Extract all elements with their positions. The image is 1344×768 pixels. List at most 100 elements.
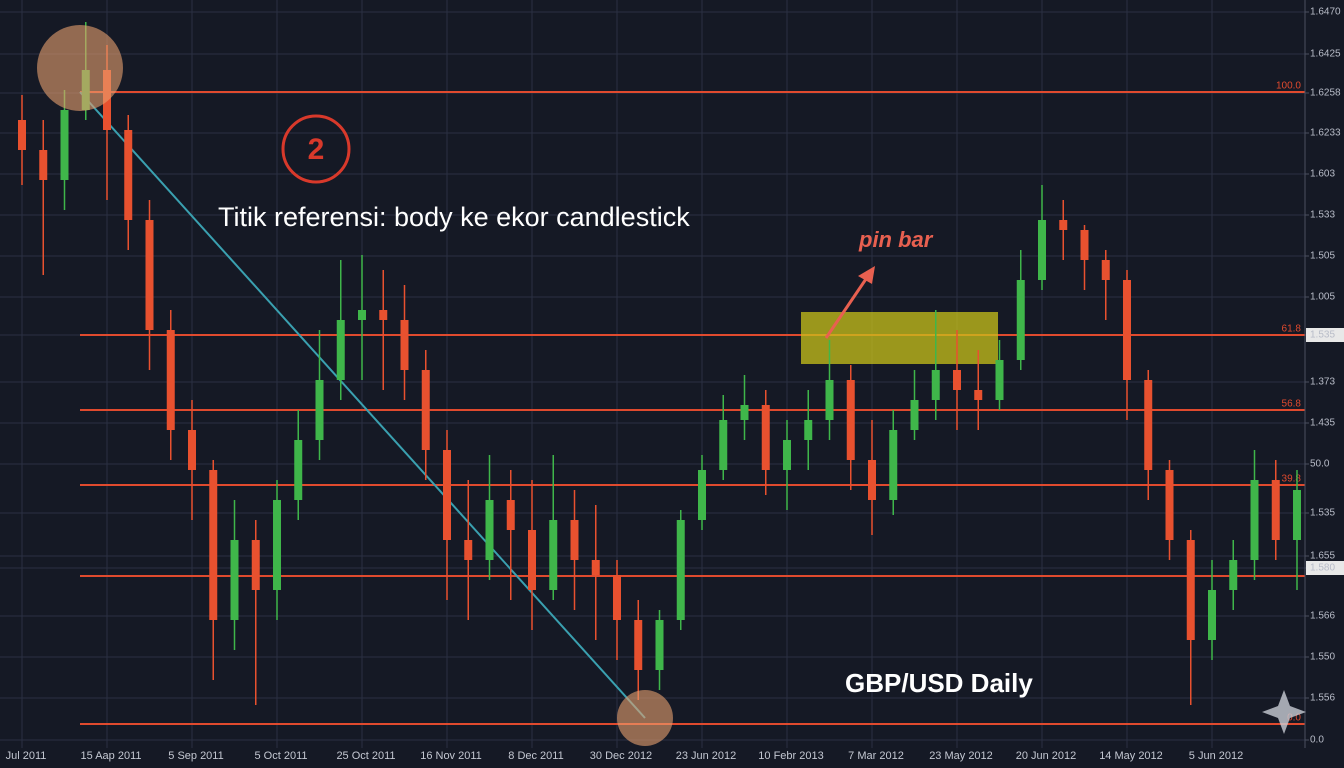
- candle-body: [273, 500, 281, 590]
- candle-body: [60, 110, 69, 180]
- x-tick-label: 23 Jun 2012: [676, 750, 737, 762]
- candle-body: [868, 460, 876, 500]
- candle-body: [613, 575, 621, 620]
- sparkle-icon: [1262, 690, 1306, 734]
- candle-body: [358, 310, 366, 320]
- candle-body: [336, 320, 345, 380]
- candle-body: [1271, 480, 1280, 540]
- y-axis-labels: 1.6470 1.6425 1.6258 1.6233 1.603 1.533 1.505 1…: [1305, 7, 1344, 746]
- axis-background: [1305, 0, 1344, 768]
- x-tick-label: 8 Dec 2011: [508, 750, 563, 762]
- candle-body: [655, 620, 664, 670]
- candle-body: [230, 540, 239, 620]
- candle-body: [825, 380, 834, 420]
- candle-body: [400, 320, 409, 370]
- y-tick-label: 1.655: [1310, 551, 1335, 562]
- fib-label: 0.0: [1287, 713, 1301, 724]
- candle-body: [1144, 380, 1153, 470]
- x-tick-label: 16 Nov 2011: [420, 750, 482, 762]
- pin-bar-arrow: [824, 275, 870, 339]
- y-tick-label: 1.435: [1310, 418, 1335, 429]
- candle-body: [719, 420, 728, 470]
- fib-label: 56.8: [1282, 399, 1302, 410]
- y-tick-label: 1.6258: [1310, 88, 1341, 99]
- candle-body: [1038, 220, 1046, 280]
- trend-line: [79, 91, 646, 719]
- candle-body: [974, 390, 983, 400]
- candle-body: [18, 120, 26, 150]
- candle-body: [1016, 280, 1025, 360]
- candle-body: [995, 360, 1004, 400]
- x-tick-label: 15 Aap 2011: [81, 750, 142, 762]
- candles: [18, 22, 1301, 705]
- candle-body: [761, 405, 770, 470]
- candle-body: [1186, 540, 1195, 640]
- y-tick-label: 1.535: [1310, 508, 1335, 519]
- y-tick-label: 1.566: [1310, 611, 1335, 622]
- x-tick-label: 14 May 2012: [1099, 750, 1163, 762]
- candle-body: [698, 470, 706, 520]
- step-number: 2: [308, 133, 325, 166]
- x-tick-label: 7 Mar 2012: [848, 750, 904, 762]
- x-tick-label: 23 May 2012: [929, 750, 993, 762]
- chart-title: GBP/USD Daily: [845, 668, 1033, 698]
- candle-body: [1123, 280, 1131, 380]
- y-tick-label: 1.603: [1310, 169, 1335, 180]
- x-tick-label: Jul 2011: [6, 750, 47, 762]
- candle-body: [188, 430, 196, 470]
- candle-body: [846, 380, 855, 460]
- candle-body: [506, 500, 515, 530]
- candle-body: [166, 330, 175, 430]
- candle-body: [528, 530, 536, 590]
- candle-body: [294, 440, 303, 500]
- candle-body: [549, 520, 558, 590]
- candle-body: [783, 440, 791, 470]
- y-tick-label: 1.550: [1310, 652, 1335, 663]
- y-tick-label: 1.533: [1310, 210, 1335, 221]
- fib-label: 39.8: [1282, 474, 1302, 485]
- candle-body: [931, 370, 940, 400]
- candle-body: [1101, 260, 1110, 280]
- candle-body: [1080, 230, 1089, 260]
- candle-body: [39, 150, 48, 180]
- y-tick-label: 1.580: [1310, 563, 1335, 574]
- pin-bar-label: pin bar: [858, 227, 934, 252]
- candle-body: [1250, 480, 1259, 560]
- pin-bar-arrowhead: [858, 266, 875, 284]
- candle-body: [251, 540, 260, 590]
- candle-body: [1165, 470, 1174, 540]
- x-tick-label: 25 Oct 2011: [336, 750, 395, 762]
- candle-body: [443, 450, 451, 540]
- price-marker: [1306, 328, 1344, 342]
- candle-body: [379, 310, 388, 320]
- x-tick-label: 20 Jun 2012: [1016, 750, 1077, 762]
- y-tick-label: 1.6470: [1310, 7, 1341, 18]
- candle-body: [910, 400, 919, 430]
- candle-body: [740, 405, 749, 420]
- x-tick-label: 5 Jun 2012: [1189, 750, 1243, 762]
- y-tick-label: 1.535: [1310, 330, 1335, 341]
- candle-body: [1293, 490, 1301, 540]
- fibonacci-levels: 100.0 61.8 56.8 39.8 0.0: [80, 81, 1305, 725]
- fib-label: 61.8: [1282, 324, 1302, 335]
- y-tick-label: 1.6233: [1310, 128, 1341, 139]
- candle-body: [315, 380, 324, 440]
- high-highlight: [37, 25, 123, 111]
- reference-note: Titik referensi: body ke ekor candlestic…: [218, 202, 690, 232]
- y-tick-label: 50.0: [1310, 459, 1330, 470]
- candle-body: [485, 500, 494, 560]
- candle-body: [634, 620, 643, 670]
- candle-body: [889, 430, 898, 500]
- low-highlight: [617, 690, 673, 746]
- price-marker: [1306, 561, 1344, 575]
- candle-body: [1208, 590, 1216, 640]
- y-tick-label: 1.373: [1310, 377, 1335, 388]
- candle-body: [464, 540, 473, 560]
- fib-label: 100.0: [1276, 81, 1301, 92]
- candle-body: [421, 370, 430, 450]
- candle-body: [1229, 560, 1238, 590]
- x-tick-label: 5 Oct 2011: [255, 750, 308, 762]
- candle-body: [145, 220, 154, 330]
